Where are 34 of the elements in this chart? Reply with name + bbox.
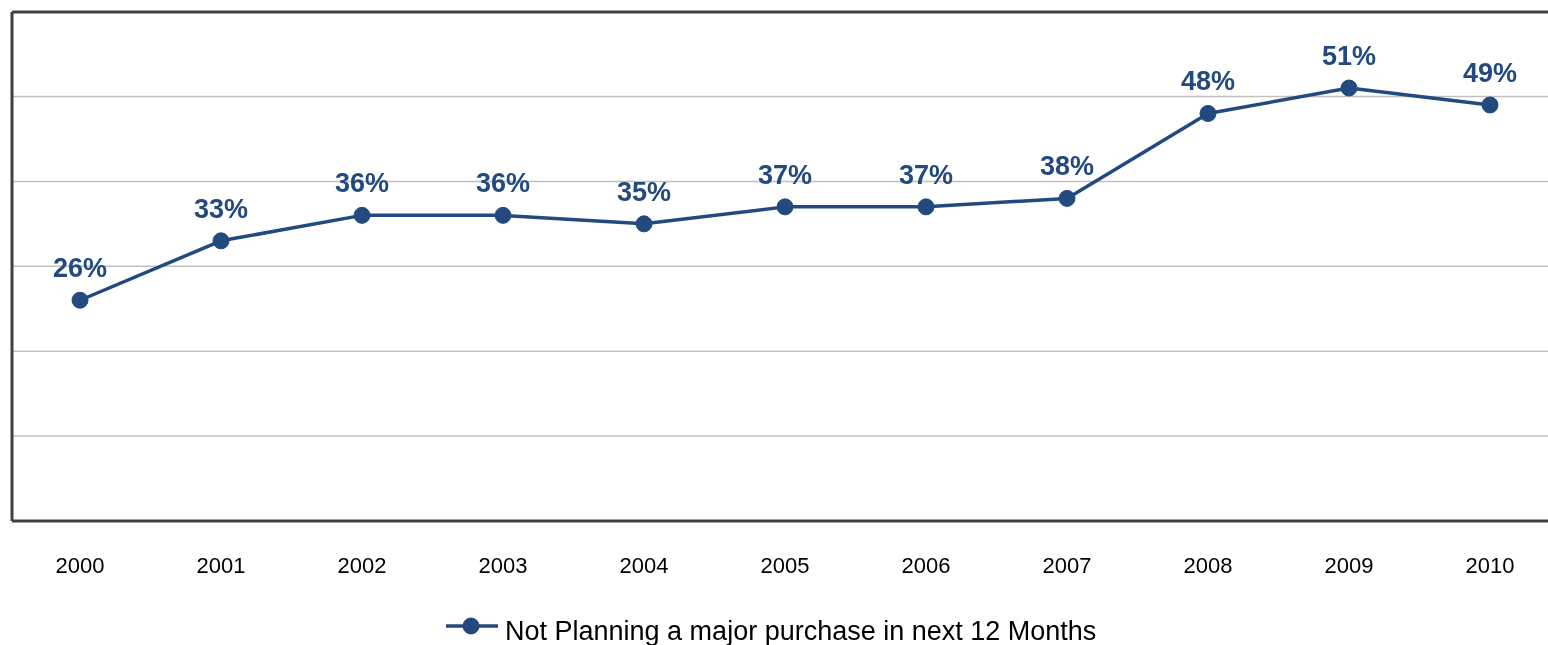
data-label: 26% xyxy=(52,253,108,284)
x-tick-label: 2002 xyxy=(337,553,387,578)
x-tick-label: 2003 xyxy=(478,553,528,578)
legend-label: Not Planning a major purchase in next 12 Months xyxy=(505,616,1097,645)
point xyxy=(1199,104,1217,122)
x-tick-label: 2007 xyxy=(1042,553,1092,578)
point xyxy=(71,291,89,309)
data-label: 37% xyxy=(898,159,954,190)
x-tick-label: 2009 xyxy=(1324,553,1374,578)
point xyxy=(1481,96,1499,114)
data-label: 49% xyxy=(1462,57,1518,88)
x-tick-label: 2005 xyxy=(760,553,810,578)
x-tick-label: 2008 xyxy=(1183,553,1233,578)
point xyxy=(1340,79,1358,97)
point xyxy=(635,215,653,233)
data-label: 36% xyxy=(475,168,531,199)
data-label: 35% xyxy=(616,176,672,207)
point xyxy=(212,232,230,250)
point xyxy=(776,198,794,216)
point xyxy=(1058,189,1076,207)
data-label: 51% xyxy=(1321,41,1377,72)
x-tick-label: 2006 xyxy=(901,553,951,578)
data-label: 33% xyxy=(193,193,249,224)
x-tick-label: 2004 xyxy=(619,553,669,578)
point xyxy=(494,206,512,224)
data-label: 48% xyxy=(1180,66,1236,97)
point xyxy=(917,198,935,216)
data-label: 36% xyxy=(334,168,390,199)
data-label: 37% xyxy=(757,159,813,190)
x-tick-label: 2001 xyxy=(196,553,246,578)
x-tick-label: 2000 xyxy=(55,553,105,578)
point xyxy=(353,206,371,224)
x-tick-label: 2010 xyxy=(1465,553,1515,578)
data-label: 38% xyxy=(1039,151,1095,182)
